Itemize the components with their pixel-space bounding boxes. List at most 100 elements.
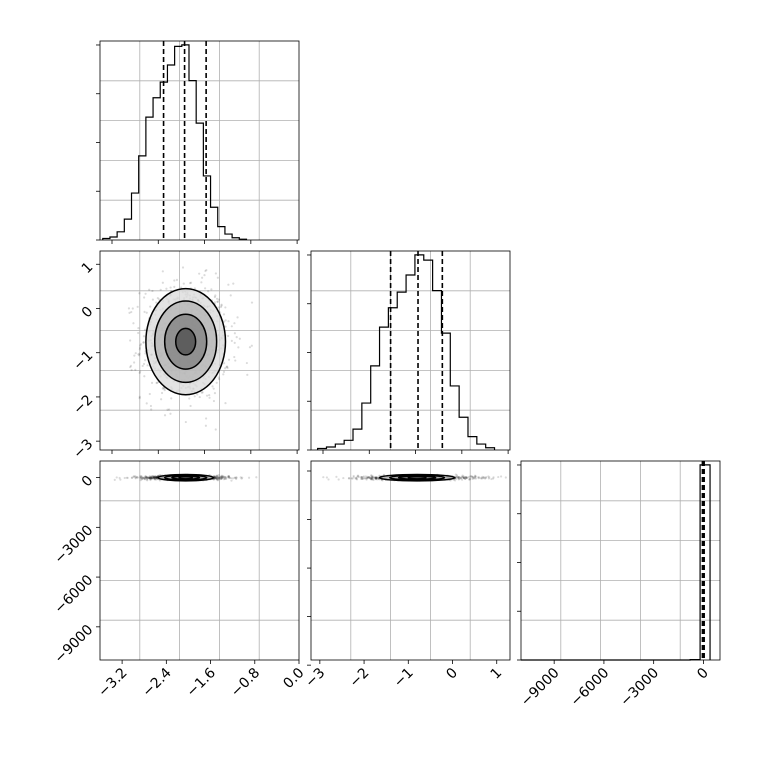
sample-point — [173, 285, 176, 288]
sample-point — [230, 325, 233, 328]
sample-point — [350, 477, 353, 480]
sample-point — [347, 477, 351, 480]
sample-point — [370, 477, 373, 480]
sample-point — [96, 327, 98, 329]
sample-point — [472, 476, 475, 479]
sample-point — [146, 364, 149, 367]
sample-point — [155, 476, 158, 479]
sample-point — [369, 478, 373, 481]
sample-point — [224, 402, 227, 405]
y-tick-label: 0 — [79, 473, 97, 491]
x-tick-label: −2.4 — [139, 665, 174, 700]
sample-point — [217, 476, 220, 479]
sample-point — [473, 477, 476, 480]
sample-point — [148, 288, 151, 291]
sample-point — [213, 295, 216, 299]
sample-point — [214, 272, 217, 275]
sample-point — [458, 476, 461, 479]
sample-point — [213, 301, 216, 304]
y-tick-label: −1 — [70, 348, 96, 374]
sample-point — [155, 478, 158, 481]
sample-point — [362, 475, 366, 478]
sample-point — [217, 476, 220, 479]
sample-point — [216, 478, 219, 481]
sample-point — [221, 475, 224, 478]
sample-point — [220, 476, 224, 480]
p10-2d: −3 −2 −1 0 1 — [70, 250, 300, 462]
sample-point — [154, 476, 157, 479]
sample-point — [225, 365, 228, 369]
sample-point — [182, 282, 185, 285]
sample-point — [154, 478, 157, 481]
contour-line-2 — [153, 300, 218, 384]
x-tick-label: −3000 — [617, 665, 662, 710]
sample-point — [139, 476, 142, 479]
sample-point — [131, 307, 134, 310]
sample-point — [151, 289, 154, 293]
sample-point — [151, 475, 154, 478]
sample-point — [327, 478, 330, 481]
contour-line-1 — [171, 475, 201, 480]
sample-point — [134, 368, 137, 371]
sample-point — [132, 475, 136, 478]
sample-point — [372, 478, 375, 482]
sample-point — [374, 478, 377, 481]
sample-point — [356, 474, 359, 477]
sample-point — [129, 365, 132, 369]
sample-point — [462, 476, 466, 480]
sample-point — [375, 476, 378, 479]
sample-point — [217, 476, 220, 479]
sample-point — [480, 477, 483, 480]
sample-point — [490, 477, 493, 481]
sample-point — [151, 477, 154, 480]
sample-point — [139, 477, 142, 480]
sample-point — [457, 475, 460, 479]
sample-point — [483, 477, 487, 480]
sample-point — [322, 476, 325, 479]
sample-point — [188, 282, 192, 285]
sample-point — [134, 476, 137, 479]
density-level-0 — [179, 477, 193, 479]
sample-point — [215, 476, 218, 479]
sample-point — [481, 477, 484, 480]
sample-point — [143, 375, 146, 378]
sample-point — [153, 476, 156, 479]
sample-point — [200, 391, 203, 394]
sample-point — [215, 477, 218, 480]
sample-point — [222, 478, 226, 481]
sample-point — [139, 370, 142, 373]
sample-point — [150, 475, 153, 478]
sample-point — [215, 475, 218, 478]
sample-point — [492, 477, 495, 480]
sample-point — [355, 477, 358, 480]
sample-point — [128, 311, 131, 314]
sample-point — [372, 476, 375, 479]
sample-point — [215, 478, 218, 481]
sample-point — [363, 477, 366, 480]
sample-point — [368, 476, 371, 479]
sample-point — [129, 339, 132, 342]
sample-point — [368, 476, 371, 479]
sample-point — [138, 395, 141, 398]
sample-point — [245, 361, 248, 365]
sample-point — [214, 428, 217, 431]
sample-point — [352, 476, 355, 479]
sample-point — [335, 475, 338, 478]
sample-point — [150, 477, 153, 480]
y-tick-label: −3 — [70, 436, 96, 462]
sample-point — [378, 474, 381, 477]
sample-point — [369, 477, 372, 480]
sample-point — [212, 478, 215, 481]
sample-point — [150, 477, 153, 480]
sample-point — [204, 287, 207, 290]
sample-point — [189, 281, 193, 284]
sample-point — [132, 322, 135, 325]
sample-point — [163, 389, 166, 392]
sample-point — [371, 476, 374, 479]
sample-point — [140, 475, 143, 478]
sample-point — [499, 475, 503, 478]
sample-point — [143, 476, 146, 479]
density-level-0 — [175, 328, 196, 355]
sample-point — [215, 474, 219, 477]
